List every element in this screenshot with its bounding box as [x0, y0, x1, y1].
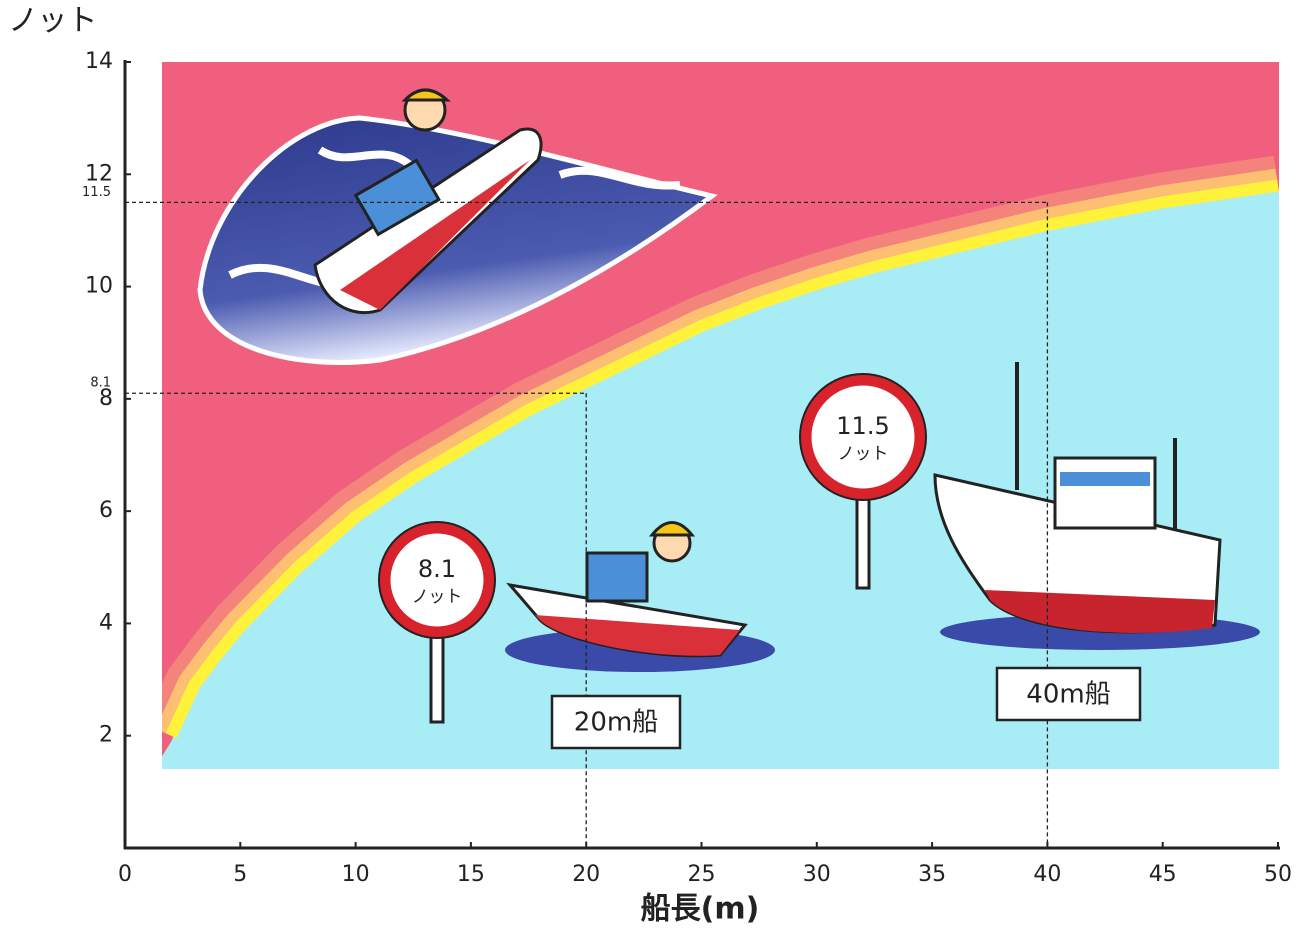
x-tick-label: 30	[803, 862, 831, 887]
sign	[800, 374, 926, 500]
x-tick-label: 50	[1264, 862, 1292, 887]
small-boat-cabin	[585, 551, 649, 603]
x-tick-label: 15	[457, 862, 485, 887]
x-tick-label: 5	[233, 862, 247, 887]
sign-unit: ノット	[412, 587, 463, 607]
reference-label: 11.5	[82, 185, 111, 200]
x-axis-label: 船長(m)	[641, 892, 760, 927]
storm-sea	[197, 115, 718, 365]
sign-pole	[855, 492, 871, 590]
y-tick-label: 8	[99, 386, 113, 411]
sign-value: 8.1	[418, 555, 456, 583]
y-tick-label: 4	[99, 610, 113, 635]
illustrations	[197, 88, 1260, 672]
x-tick-label: 25	[688, 862, 716, 887]
x-tick-label: 20	[572, 862, 600, 887]
y-tick-label: 10	[85, 274, 113, 299]
x-tick-label: 0	[118, 862, 132, 887]
sign-pole	[429, 630, 445, 724]
boundary-line	[165, 179, 1279, 739]
x-tick-label: 35	[918, 862, 946, 887]
sign-unit: ノット	[838, 444, 889, 464]
ship-label-box	[995, 666, 1142, 722]
y-tick-label: 6	[99, 498, 113, 523]
sign-value: 11.5	[836, 412, 889, 440]
ship-bridge	[1053, 456, 1157, 530]
storm-helmet	[401, 88, 451, 102]
storm-cabin	[353, 158, 441, 237]
ship-windows	[1060, 472, 1150, 486]
y-axis-label: ノット	[8, 4, 97, 39]
ship-label-box	[550, 694, 682, 750]
ship-stripe	[985, 590, 1215, 633]
sign	[379, 522, 495, 638]
ship-label: 40m船	[1026, 680, 1110, 710]
small-boat-helmet	[648, 521, 696, 537]
x-tick-label: 10	[342, 862, 370, 887]
y-tick-label: 2	[99, 723, 113, 748]
x-tick-label: 40	[1033, 862, 1061, 887]
y-tick-label: 14	[85, 49, 113, 74]
storm-boat-stripe	[340, 160, 530, 310]
y-tick-label: 12	[85, 161, 113, 186]
x-tick-label: 45	[1149, 862, 1177, 887]
sign-rim	[378, 521, 496, 639]
reference-label: 8.1	[90, 376, 111, 391]
ship-label: 20m船	[574, 708, 658, 738]
storm-boat	[313, 127, 543, 315]
sign-rim	[799, 373, 927, 501]
